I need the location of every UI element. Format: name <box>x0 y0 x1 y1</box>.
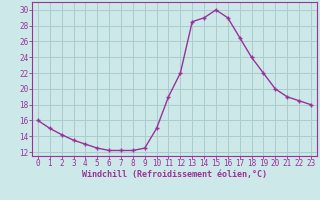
X-axis label: Windchill (Refroidissement éolien,°C): Windchill (Refroidissement éolien,°C) <box>82 170 267 179</box>
